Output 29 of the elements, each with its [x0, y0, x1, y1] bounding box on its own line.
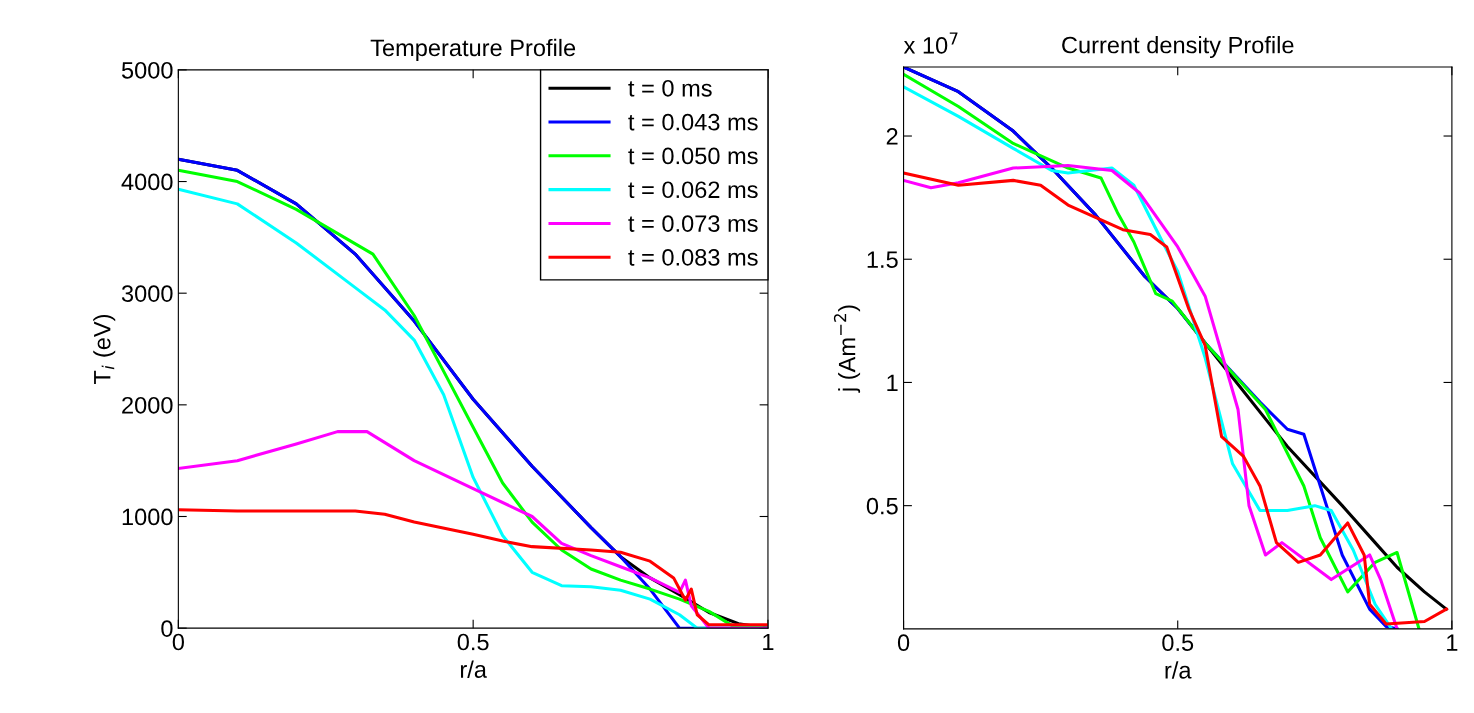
chart-title: Temperature Profile [370, 38, 576, 61]
x-tick-label: 0.5 [457, 633, 489, 651]
text: x 10$^{7}$ [903, 32, 958, 54]
x-tick-label: 0.5 [1162, 634, 1194, 652]
x-tick-label: 1 [763, 633, 774, 651]
legend-label: t = 0 ms [628, 79, 712, 97]
x-axis-title: r/a [1165, 661, 1192, 679]
y-tick-label: 4000 [121, 173, 173, 191]
y-tick-label: 3000 [121, 285, 173, 302]
chart-title: Current density Profile [1062, 36, 1294, 59]
legend-label: t = 0.043 ms [628, 113, 758, 131]
legend-label: t = 0.073 ms [628, 215, 758, 232]
x-tick-label: 0 [897, 634, 910, 652]
x-tick-label: 1 [1447, 634, 1458, 651]
legend-label: t = 0.083 ms [628, 249, 758, 266]
y-axis-title: j (Am$^{−2}$) [833, 305, 861, 393]
y-tick-label: 1.5 [867, 251, 898, 269]
y-tick-label: 0.5 [866, 497, 898, 515]
y-tick-label: 0 [161, 620, 173, 637]
y-tick-label: 5000 [121, 61, 173, 79]
y-axis-title: T$_{i}$ (eV) [93, 314, 116, 385]
legend-label: t = 0.050 ms [628, 147, 758, 165]
y-tick-label: 1 [887, 374, 898, 391]
y-tick-label: 2 [886, 128, 898, 145]
y-tick-label: 1000 [122, 508, 173, 526]
x-axis-title: r/a [460, 660, 487, 678]
x-tick-label: 0 [172, 633, 184, 651]
y-tick-label: 2000 [122, 396, 173, 414]
legend-label: t = 0.062 ms [628, 181, 758, 199]
